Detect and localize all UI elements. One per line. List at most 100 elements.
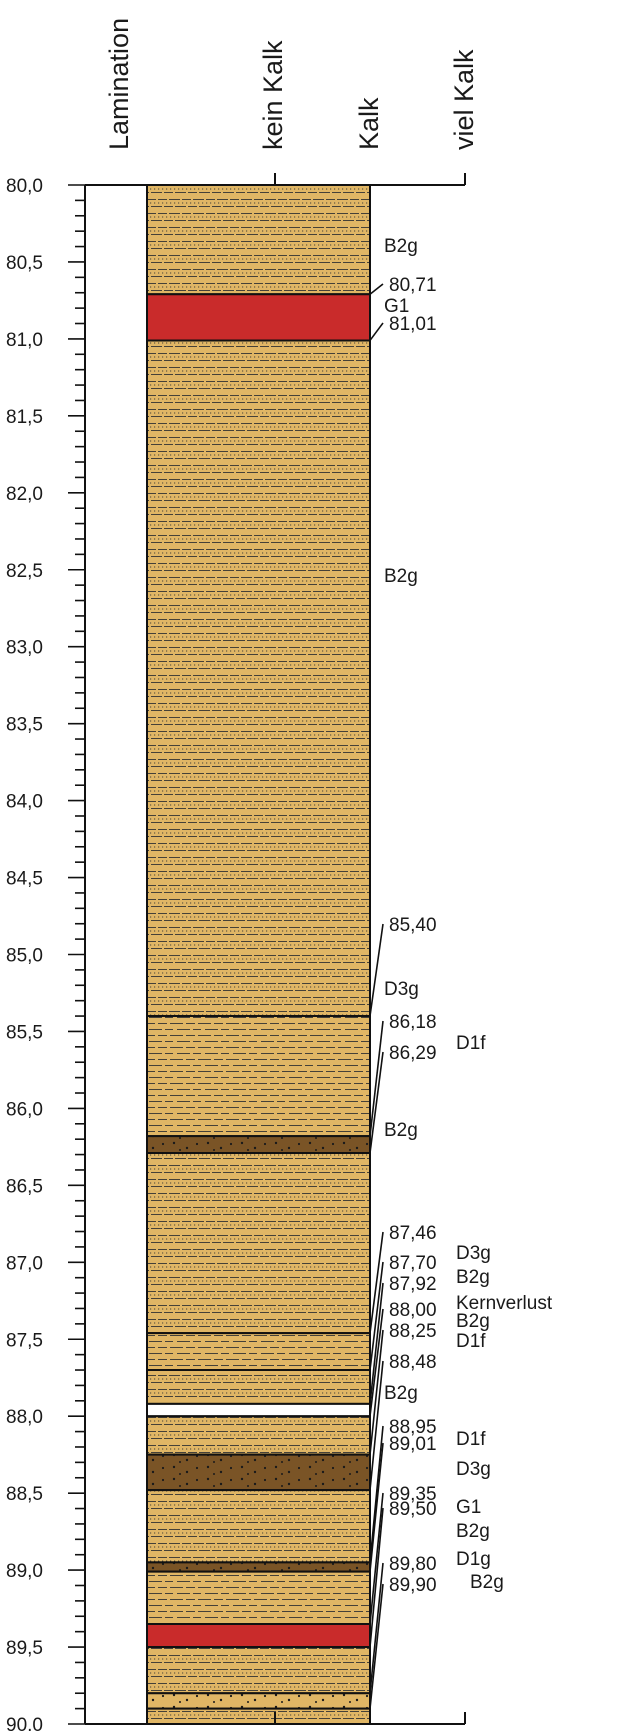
unit-label-d1f: D1f	[456, 1033, 486, 1054]
depth-tick-label: 81,0	[6, 330, 43, 351]
depth-label: 88,48	[369, 1352, 437, 1491]
layer-kernverlust	[147, 1402, 370, 1418]
depth-axis: 80,0 80,5 81,0 81,5 82,0 82,5 83,0 83,5 84,0 84,5…	[6, 176, 85, 1731]
layer-b2g	[147, 1415, 370, 1456]
layer-d3g	[147, 1015, 370, 1138]
depth-tick-label: 81,5	[6, 407, 43, 428]
depth-value: 89,90	[389, 1575, 437, 1596]
layer-d1g	[147, 1692, 370, 1710]
depth-tick-label: 88,0	[6, 1407, 43, 1428]
layer-g1	[147, 1622, 370, 1649]
depth-tick-label: 82,0	[6, 484, 43, 505]
layer-d1f	[147, 1135, 370, 1155]
depth-value: 88,48	[389, 1352, 437, 1373]
depth-value: 89,01	[389, 1434, 437, 1455]
depth-label: 87,92	[369, 1274, 437, 1404]
depth-value: 89,80	[389, 1554, 437, 1575]
depth-label: 86,18	[369, 1012, 437, 1137]
layer-d1f	[147, 1561, 370, 1573]
depth-tick-label: 90,0	[6, 1715, 43, 1731]
depth-tick-label: 86,0	[6, 1099, 43, 1120]
unit-label-b2g: B2g	[456, 1521, 490, 1542]
depth-tick-label: 83,0	[6, 638, 43, 659]
depth-label: 88,95	[369, 1417, 437, 1563]
depth-tick-label: 80,5	[6, 253, 43, 274]
layer-b2g	[147, 1707, 370, 1725]
depth-tick-label: 87,5	[6, 1330, 43, 1351]
depth-tick-label: 83,5	[6, 715, 43, 736]
layer-column	[147, 184, 370, 1725]
header-lamination: Lamination	[104, 18, 134, 150]
layer-d3g	[147, 1570, 370, 1625]
unit-label-d1f: D1f	[456, 1429, 486, 1450]
unit-label-d3g: D3g	[456, 1459, 491, 1480]
unit-label-b2g: B2g	[384, 1383, 418, 1404]
depth-label: 89,35	[369, 1484, 437, 1625]
depth-value: 85,40	[389, 915, 437, 936]
depth-label: 80,71	[369, 275, 437, 296]
depth-value: 89,50	[389, 1499, 437, 1520]
depth-value: 87,70	[389, 1253, 437, 1274]
column-headers: Lamination kein Kalk Kalk viel Kalk	[104, 18, 479, 150]
depth-label: 89,01	[369, 1434, 437, 1572]
depth-tick-label: 88,5	[6, 1484, 43, 1505]
depth-label: 89,90	[369, 1575, 437, 1709]
unit-label-g1: G1	[456, 1497, 481, 1518]
depth-tick-label: 80,0	[6, 176, 43, 197]
depth-tick-label: 89,0	[6, 1561, 43, 1582]
depth-tick-label: 89,5	[6, 1638, 43, 1659]
depth-value: 86,29	[389, 1043, 437, 1064]
unit-label-b2g: B2g	[384, 236, 418, 257]
unit-labels: B2gG1B2gD3gD1fB2gD3gB2gKernverlustB2gD1f…	[384, 236, 553, 1593]
depth-value: 86,18	[389, 1012, 437, 1033]
unit-label-b2g: B2g	[384, 566, 418, 587]
unit-label-g1: G1	[384, 296, 409, 317]
depth-label: 85,40	[369, 915, 437, 1017]
depth-tick-label: 85,0	[6, 946, 43, 967]
depth-label: 81,01	[369, 314, 437, 341]
depth-label: 87,46	[369, 1223, 437, 1334]
depth-value: 87,92	[389, 1274, 437, 1295]
depth-label: 88,25	[369, 1321, 437, 1455]
depth-tick-label: 86,5	[6, 1176, 43, 1197]
header-viel-kalk: viel Kalk	[449, 49, 479, 150]
header-kein-kalk: kein Kalk	[258, 40, 288, 150]
depth-boundary-labels: 80,71 81,01 85,40 86,18 86,29 87,46 87,7087,92…	[369, 275, 437, 1709]
layer-d1f	[147, 1453, 370, 1492]
unit-label-b2g: B2g	[456, 1267, 490, 1288]
layer-b2g	[147, 1489, 370, 1564]
depth-tick-label: 84,0	[6, 792, 43, 813]
layer-g1	[147, 293, 370, 342]
layer-b2g	[147, 1646, 370, 1695]
depth-tick-label: 85,5	[6, 1022, 43, 1043]
depth-value: 87,46	[389, 1223, 437, 1244]
unit-label-d3g: D3g	[384, 979, 419, 1000]
unit-label-b2g: B2g	[470, 1572, 504, 1593]
depth-tick-label: 82,5	[6, 561, 43, 582]
layer-d3g	[147, 1332, 370, 1372]
depth-label: 89,80	[369, 1554, 437, 1694]
depth-tick-label: 84,5	[6, 869, 43, 890]
depth-label: 87,70	[369, 1253, 437, 1371]
depth-value: 88,25	[389, 1321, 437, 1342]
unit-label-b2g: B2g	[384, 1120, 418, 1141]
depth-value: 88,95	[389, 1417, 437, 1438]
layer-b2g	[147, 1369, 370, 1405]
depth-value: 81,01	[389, 314, 437, 335]
depth-label: 88,00	[369, 1300, 437, 1417]
depth-label: 86,29	[369, 1043, 437, 1154]
unit-label-d1g: D1g	[456, 1549, 491, 1570]
depth-label: 89,50	[369, 1499, 437, 1648]
unit-label-d1f: D1f	[456, 1331, 486, 1352]
layer-b2g	[147, 339, 370, 1018]
layer-b2g	[147, 184, 370, 296]
unit-label-kernverlust: Kernverlust	[456, 1293, 553, 1314]
header-kalk: Kalk	[354, 97, 384, 150]
depth-value: 88,00	[389, 1300, 437, 1321]
depth-value: 80,71	[389, 275, 437, 296]
depth-tick-label: 87,0	[6, 1253, 43, 1274]
layer-b2g	[147, 1152, 370, 1335]
unit-label-d3g: D3g	[456, 1243, 491, 1264]
unit-label-b2g: B2g	[456, 1311, 490, 1332]
